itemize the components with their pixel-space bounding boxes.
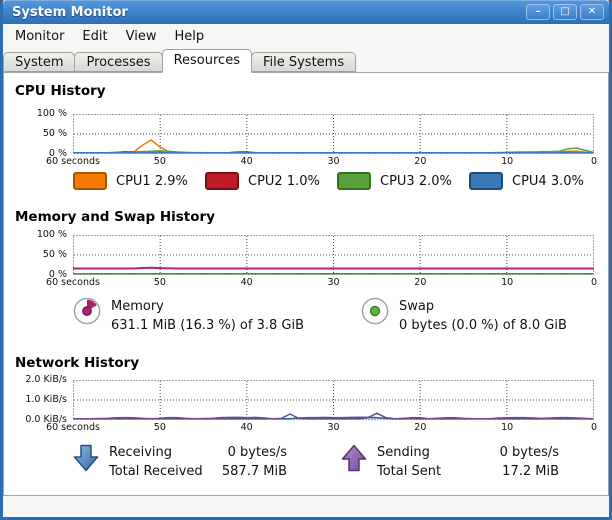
memory-pie-icon [73, 297, 101, 325]
cpu-history-chart: 100 % 50 % 0 % 60 seconds 50 40 30 20 10 0 [13, 108, 598, 170]
cpu3-legend-label: CPU3 2.0% [380, 173, 452, 189]
minimize-button[interactable]: – [526, 4, 550, 20]
title-bar[interactable]: System Monitor – □ ✕ [3, 0, 609, 24]
x-axis-label: 60 seconds [46, 422, 100, 433]
receiving-label: Receiving [109, 445, 173, 460]
y-axis-label: 0 % [48, 269, 67, 280]
tab-resources[interactable]: Resources [161, 49, 252, 73]
x-axis-label: 50 [153, 156, 166, 167]
x-axis-label: 40 [240, 156, 253, 167]
y-axis-label: 100 % [36, 229, 67, 240]
menu-bar: Monitor Edit View Help [3, 24, 609, 49]
cpu-legend: CPU1 2.9% CPU2 1.0% CPU3 2.0% CPU4 3.0% [73, 172, 601, 190]
memory-series-line [72, 266, 595, 270]
cpu1-color-swatch[interactable] [73, 172, 107, 190]
cpu2-color-swatch[interactable] [205, 172, 239, 190]
swap-info: Swap 0 bytes (0.0 %) of 8.0 GiB [361, 297, 567, 335]
sending-rate: 0 bytes/s [499, 445, 559, 460]
memory-swap-title: Memory and Swap History [15, 209, 215, 225]
total-received-value: 587.7 MiB [221, 464, 287, 479]
memory-label: Memory [111, 299, 164, 314]
y-axis-label: 50 % [42, 128, 67, 139]
upload-arrow-icon [341, 444, 367, 472]
x-axis-label: 0 [590, 422, 598, 433]
x-axis-label: 20 [414, 422, 427, 433]
receiving-rate: 0 bytes/s [227, 445, 287, 460]
resources-tab-panel: CPU History 100 % 50 % 0 % 60 seconds 50 40 30… [3, 72, 609, 496]
window-controls: – □ ✕ [526, 4, 604, 20]
cpu-legend-item-2: CPU2 1.0% [205, 172, 337, 190]
window-bottom-strip [3, 496, 609, 517]
maximize-button[interactable]: □ [553, 4, 577, 20]
cpu-history-plot [72, 114, 595, 154]
tab-bar: System Processes Resources File Systems [3, 49, 609, 73]
network-history-plot [72, 380, 595, 420]
sending-label: Sending [377, 445, 430, 460]
menu-item-edit[interactable]: Edit [82, 29, 108, 44]
x-axis-label: 30 [327, 156, 340, 167]
total-sent-label: Total Sent [377, 464, 442, 479]
x-axis-label: 10 [501, 422, 514, 433]
swap-pie-icon [361, 297, 389, 325]
cpu3-color-swatch[interactable] [337, 172, 371, 190]
x-axis-label: 30 [327, 277, 340, 288]
cpu-history-title: CPU History [15, 83, 106, 99]
tab-processes[interactable]: Processes [74, 52, 163, 72]
swap-label: Swap [399, 299, 435, 314]
cpu-legend-item-4: CPU4 3.0% [469, 172, 601, 190]
tab-system[interactable]: System [3, 52, 76, 72]
x-axis-label: 50 [153, 422, 166, 433]
y-axis-label: 0.0 KiB/s [25, 414, 67, 425]
tab-file-systems[interactable]: File Systems [250, 52, 357, 72]
x-axis-label: 40 [240, 277, 253, 288]
x-axis-label: 10 [501, 156, 514, 167]
x-axis-label: 0 [590, 156, 598, 167]
x-axis-label: 40 [240, 422, 253, 433]
memory-swap-history-plot [72, 235, 595, 275]
memory-info: Memory 631.1 MiB (16.3 %) of 3.8 GiB [73, 297, 304, 335]
x-axis-label: 60 seconds [46, 156, 100, 167]
swap-value: 0 bytes (0.0 %) of 8.0 GiB [399, 318, 567, 333]
y-axis-label: 100 % [36, 108, 67, 119]
total-received-label: Total Received [109, 464, 203, 479]
close-button[interactable]: ✕ [580, 4, 604, 20]
window-title: System Monitor [12, 4, 128, 20]
menu-item-help[interactable]: Help [174, 29, 205, 44]
x-axis-label: 20 [414, 277, 427, 288]
y-axis-label: 0 % [48, 148, 67, 159]
receiving-info: Receiving 0 bytes/s Total Received 587.7… [73, 444, 287, 479]
y-axis-label: 1.0 KiB/s [25, 394, 67, 405]
cpu1-legend-label: CPU1 2.9% [116, 173, 188, 189]
sending-info: Sending 0 bytes/s Total Sent 17.2 MiB [341, 444, 559, 479]
menu-item-view[interactable]: View [125, 29, 157, 44]
x-axis-label: 20 [414, 156, 427, 167]
memory-value: 631.1 MiB (16.3 %) of 3.8 GiB [111, 318, 305, 333]
cpu4-color-swatch[interactable] [469, 172, 503, 190]
y-axis-label: 2.0 KiB/s [25, 374, 67, 385]
cpu-legend-item-3: CPU3 2.0% [337, 172, 469, 190]
cpu2-legend-label: CPU2 1.0% [248, 173, 320, 189]
x-axis-label: 60 seconds [46, 277, 100, 288]
x-axis-label: 50 [153, 277, 166, 288]
receiving-series-line [72, 416, 595, 420]
x-axis-label: 10 [501, 277, 514, 288]
sending-series-line [72, 412, 595, 420]
network-history-title: Network History [15, 355, 140, 371]
memory-swap-chart: 100 % 50 % 0 % 60 seconds 50 40 30 20 10 0 [13, 229, 598, 291]
x-axis-label: 0 [590, 277, 598, 288]
cpu4-legend-label: CPU4 3.0% [512, 173, 584, 189]
y-axis-label: 50 % [42, 249, 67, 260]
x-axis-label: 30 [327, 422, 340, 433]
menu-item-monitor[interactable]: Monitor [15, 29, 65, 44]
cpu-legend-item-1: CPU1 2.9% [73, 172, 205, 190]
network-history-chart: 2.0 KiB/s 1.0 KiB/s 0.0 KiB/s 60 seconds 50 4… [13, 374, 598, 436]
total-sent-value: 17.2 MiB [502, 464, 559, 479]
download-arrow-icon [73, 444, 99, 472]
